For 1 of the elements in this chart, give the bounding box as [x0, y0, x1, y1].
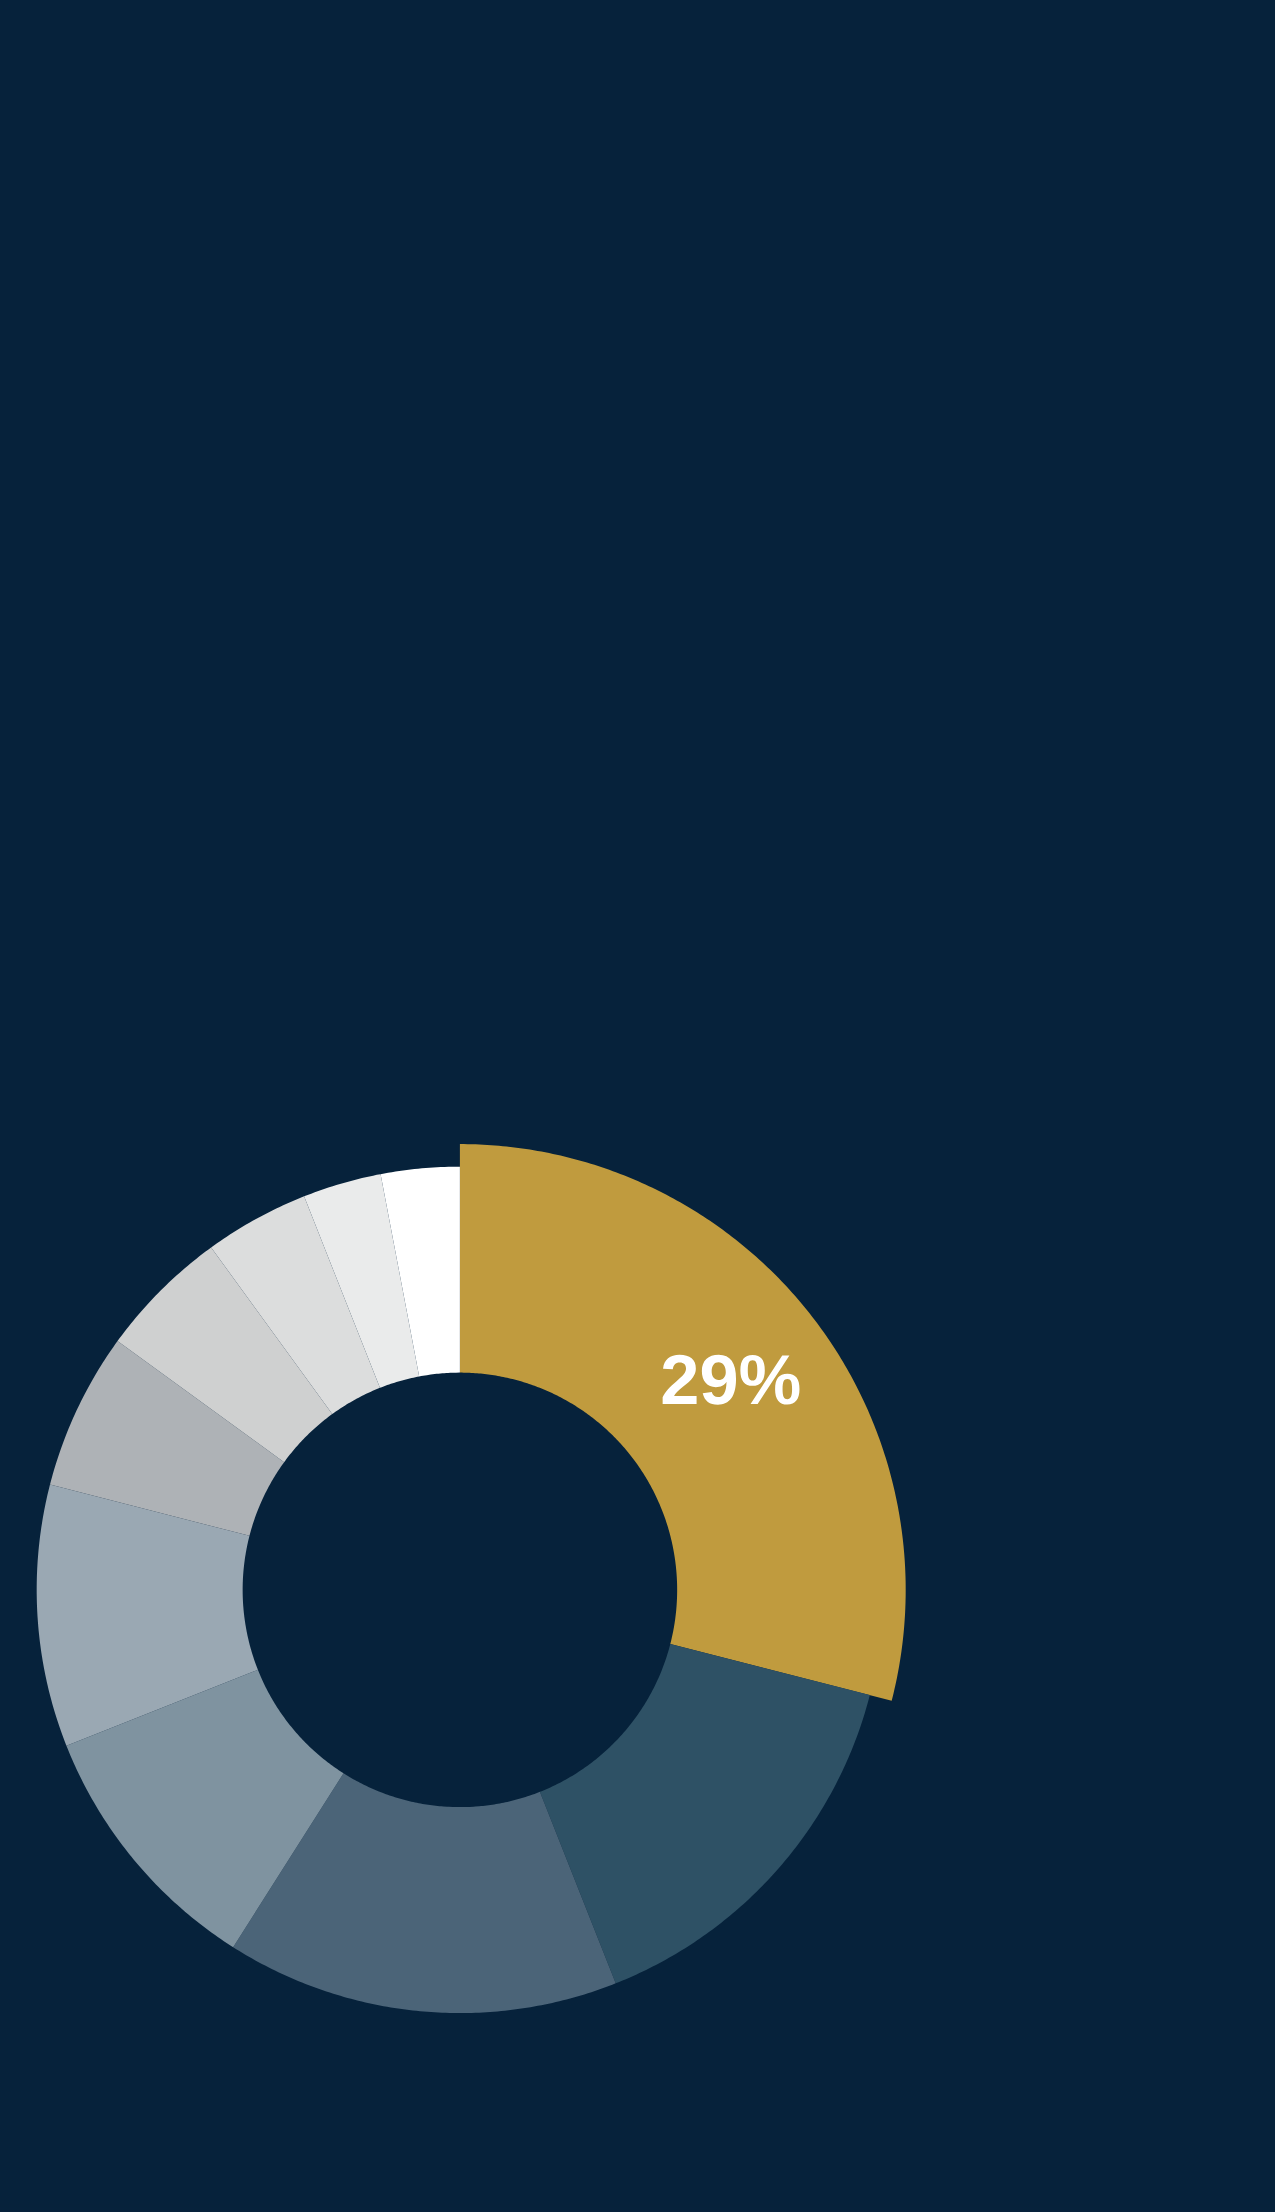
data-label: 29% [662, 1354, 800, 1405]
